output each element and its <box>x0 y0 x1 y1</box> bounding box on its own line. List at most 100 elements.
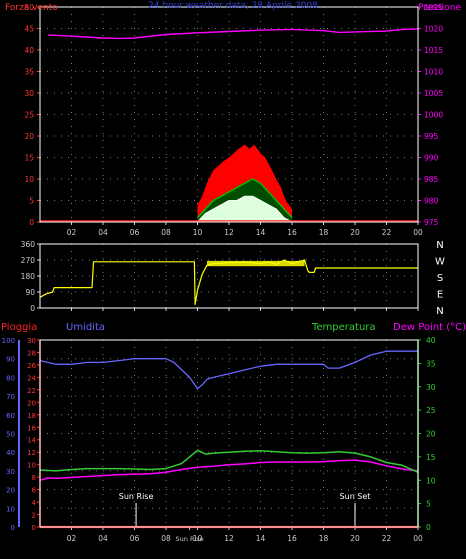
y-tick-label-left: 40 <box>24 46 34 55</box>
rain-tick-label: 30 <box>27 337 36 345</box>
temperature-tick-label: 20 <box>426 430 436 439</box>
rain-tick-label: 10 <box>27 462 36 470</box>
wind-minimum-line <box>197 195 293 223</box>
x-tick-label: 12 <box>224 228 234 237</box>
compass-label: N <box>436 306 443 317</box>
y-tick-label-right: 1010 <box>424 68 443 77</box>
y-tick-label-right: 1005 <box>424 89 443 98</box>
dew-point-axis-title: Dew Point (°C) <box>393 322 466 333</box>
y-tick-label-left: 0 <box>29 218 34 227</box>
temperature-tick-label: 25 <box>426 406 436 415</box>
rain-tick-label: 2 <box>32 512 36 520</box>
humidity-tick-label: 100 <box>2 337 15 345</box>
y-tick-label-right: 980 <box>424 197 439 206</box>
x-tick-label: 02 <box>67 228 77 237</box>
humidity-tick-label: 20 <box>6 487 15 495</box>
y-tick-label-right: 990 <box>424 154 439 163</box>
y-tick-label-left: 35 <box>24 68 34 77</box>
climate-x-tick-label: 20 <box>350 534 360 543</box>
y-tick-label-left: 25 <box>24 111 34 120</box>
temperature-tick-label: 15 <box>426 453 436 462</box>
rain-tick-label: 28 <box>27 349 36 357</box>
direction-y-tick-label: 90 <box>25 288 35 297</box>
rain-tick-label: 22 <box>27 387 36 395</box>
wind-panel-frame <box>39 6 419 223</box>
rain-tick-label: 4 <box>32 499 37 507</box>
y-tick-label-right: 1020 <box>424 25 443 34</box>
climate-x-tick-label: 00 <box>413 534 423 543</box>
direction-panel-frame <box>39 243 419 309</box>
y-tick-label-right: 1015 <box>424 46 443 55</box>
climate-x-tick-label: 04 <box>98 534 108 543</box>
temperature-tick-label: 10 <box>426 476 436 485</box>
wind-average-line <box>196 178 293 219</box>
x-tick-label: 08 <box>161 228 171 237</box>
compass-label: W <box>435 257 445 268</box>
climate-x-tick-label: 14 <box>256 534 266 543</box>
compass-label: S <box>437 273 443 284</box>
humidity-tick-label: 90 <box>6 356 15 364</box>
climate-x-tick-label: 16 <box>287 534 297 543</box>
wind-axis-title: Forza vento <box>5 3 58 13</box>
rain-tick-label: 16 <box>27 424 36 432</box>
humidity-tick-label: 50 <box>6 431 15 439</box>
wind-direction-variability-band <box>206 260 305 267</box>
climate-x-tick-label: 10 <box>193 534 203 543</box>
wind-direction-line <box>39 259 418 305</box>
humidity-axis-title: Umidita <box>66 322 105 333</box>
compass-label: N <box>436 240 443 251</box>
rain-tick-label: 20 <box>27 399 36 407</box>
temperature-tick-label: 30 <box>426 383 436 392</box>
temperature-tick-label: 40 <box>426 336 436 345</box>
rain-tick-label: 24 <box>27 374 36 382</box>
wind-minimum-area <box>197 196 292 222</box>
temperature-tick-label: 35 <box>426 359 436 368</box>
direction-y-tick-label: 360 <box>21 240 36 249</box>
x-tick-label: 16 <box>287 228 297 237</box>
y-tick-label-right: 995 <box>424 132 439 141</box>
rain-tick-label: 8 <box>32 474 36 482</box>
climate-x-tick-label: Sun Rise <box>176 535 204 543</box>
x-tick-label: 10 <box>193 228 203 237</box>
dew-point-line <box>39 459 419 482</box>
climate-x-tick-label: 06 <box>130 534 140 543</box>
humidity-tick-label: 70 <box>6 393 15 401</box>
rain-tick-label: 6 <box>32 487 37 495</box>
rain-tick-label: 14 <box>27 437 36 445</box>
chart-title: 24 hour weather data, 28 Aprile 2008 <box>148 1 318 11</box>
y-tick-label-right: 975 <box>424 218 439 227</box>
rain-axis-title: Pioggia <box>1 322 37 333</box>
y-tick-label-left: 15 <box>24 154 34 163</box>
x-tick-label: 20 <box>350 228 360 237</box>
climate-panel-frame <box>39 339 419 528</box>
y-tick-label-right: 985 <box>424 175 439 184</box>
sun-event-label: Sun Rise <box>119 492 154 501</box>
y-tick-label-right: 1025 <box>424 3 443 12</box>
rain-tick-label: 18 <box>27 412 36 420</box>
y-tick-label-left: 20 <box>24 132 34 141</box>
climate-x-tick-label: 22 <box>382 534 392 543</box>
rain-tick-label: 0 <box>32 524 36 532</box>
humidity-tick-label: 0 <box>11 524 15 532</box>
x-tick-label: 00 <box>413 228 423 237</box>
rain-tick-label: 26 <box>27 362 36 370</box>
pressure-axis-title: Pressione <box>418 3 461 13</box>
humidity-tick-label: 40 <box>6 449 15 457</box>
y-tick-label-left: 5 <box>29 197 34 206</box>
y-tick-label-right: 1000 <box>424 111 443 120</box>
climate-x-tick-label: 18 <box>319 534 329 543</box>
humidity-tick-label: 10 <box>6 505 15 513</box>
y-tick-label-left: 50 <box>24 3 34 12</box>
temperature-axis-title: Temperatura <box>311 322 376 333</box>
y-tick-label-left: 10 <box>24 175 34 184</box>
compass-label: E <box>437 290 443 301</box>
temperature-tick-label: 5 <box>426 500 431 509</box>
climate-x-tick-label: 12 <box>224 534 234 543</box>
humidity-tick-label: 30 <box>6 468 15 476</box>
temperature-tick-label: 0 <box>426 523 431 532</box>
humidity-tick-label: 60 <box>6 412 15 420</box>
sun-event-label: Sun Set <box>340 492 371 501</box>
x-tick-label: 18 <box>319 228 329 237</box>
rain-tick-label: 12 <box>27 449 36 457</box>
